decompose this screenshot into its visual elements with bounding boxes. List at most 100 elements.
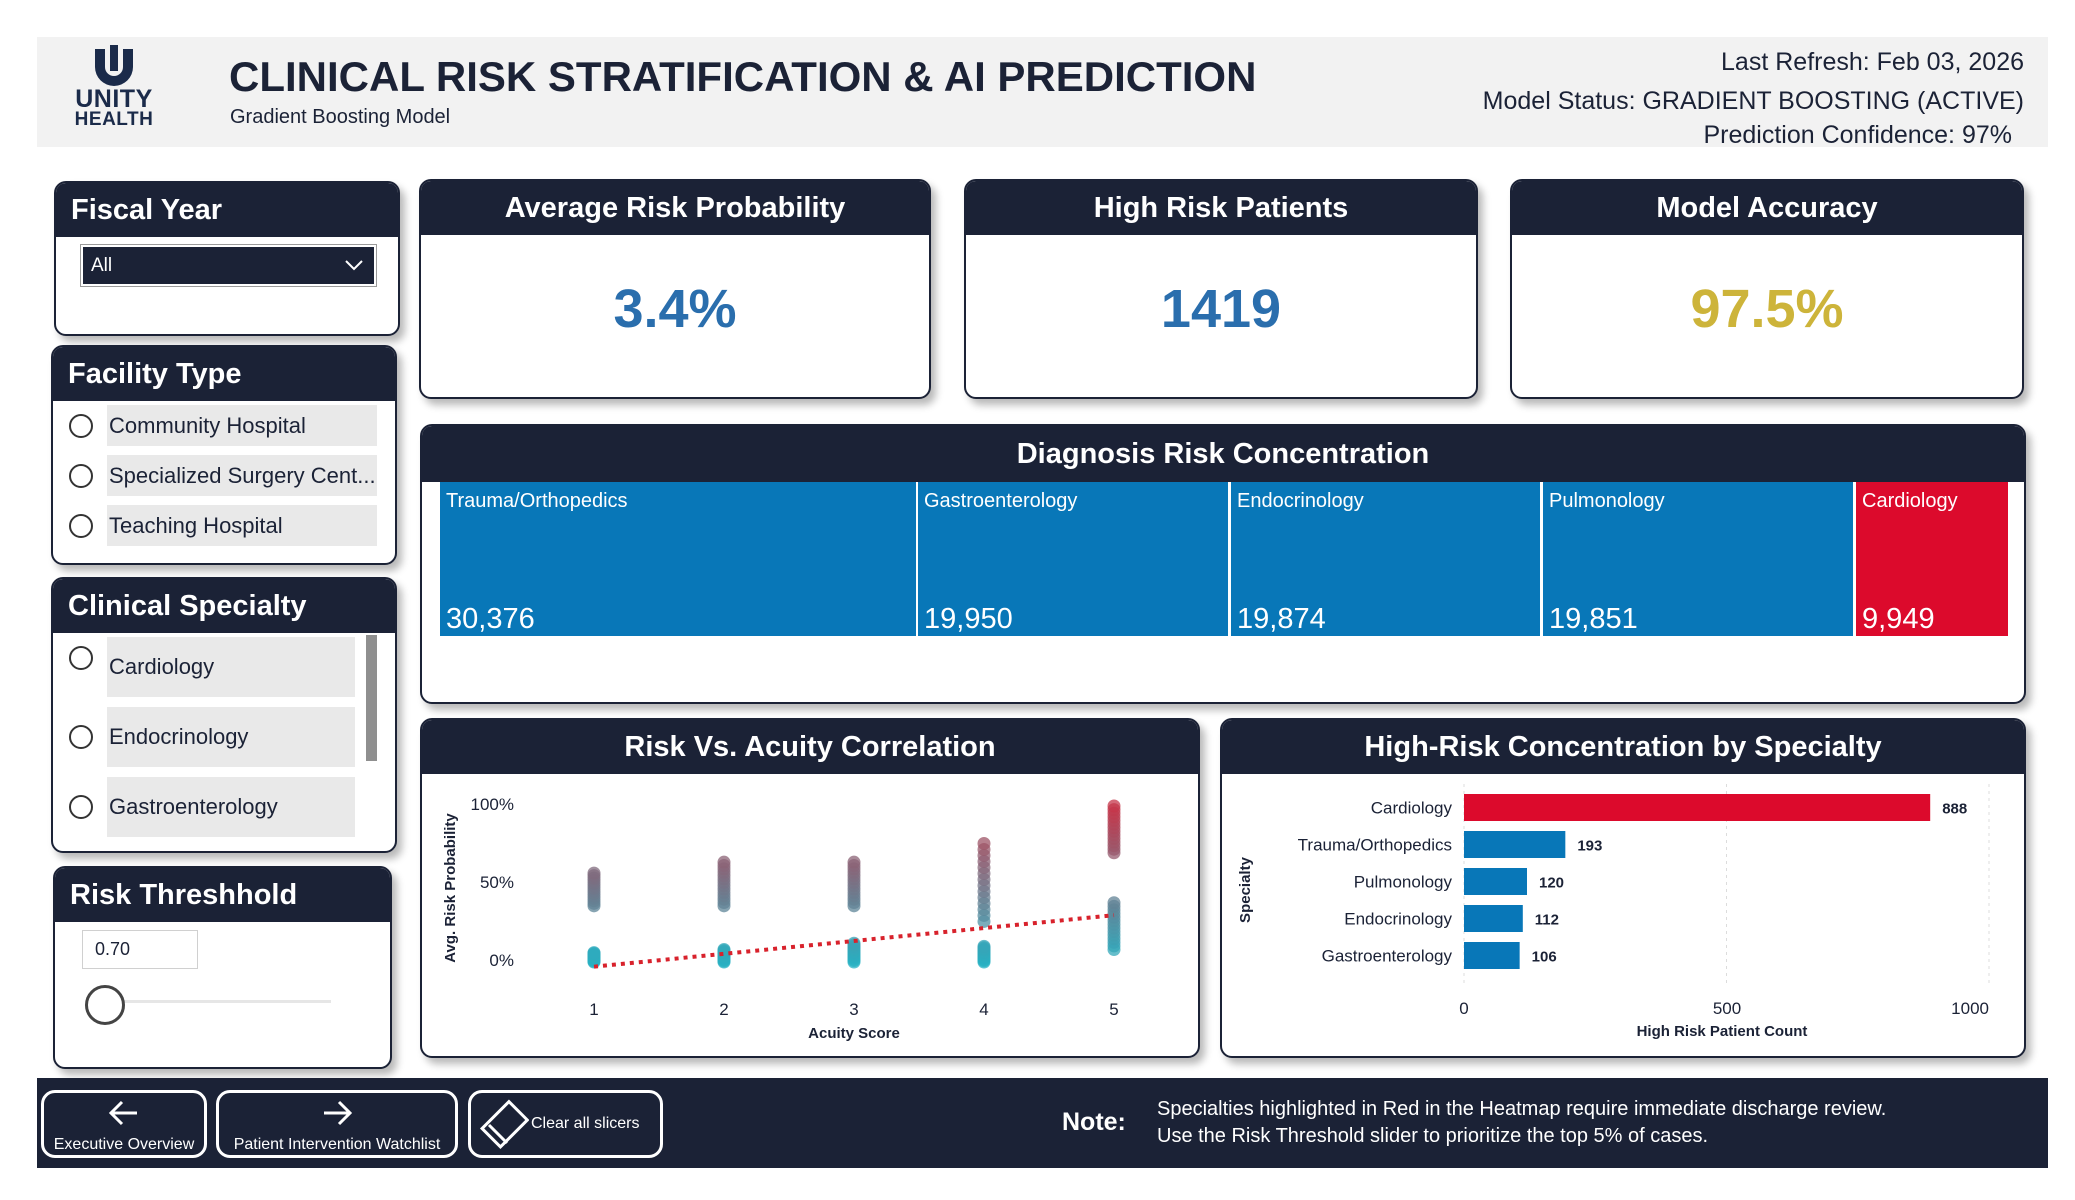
x-tick-label: 500 [1713,999,1741,1018]
category-label: Gastroenterology [1322,947,1453,966]
eraser-icon [479,1099,530,1156]
y-tick-label: 50% [480,873,514,892]
treemap-tile-pulmonology[interactable]: Pulmonology 19,851 [1541,482,1853,636]
slicer-facility-type: Facility Type Community Hospital Special… [51,345,397,565]
unity-health-logo: UNITY HEALTH [59,45,169,137]
radio-button[interactable] [69,795,93,819]
kpi-title: High Risk Patients [966,181,1476,235]
threshold-slider-track[interactable] [93,1000,331,1003]
kpi-high-risk-patients: High Risk Patients 1419 [964,179,1478,399]
specialty-option[interactable]: Gastroenterology [69,777,369,837]
slicer-clinical-specialty: Clinical Specialty Cardiology Endocrinol… [51,577,397,853]
tile-label: Endocrinology [1237,490,1364,512]
kpi-value: 1419 [1160,279,1282,339]
patient-intervention-watchlist-button[interactable]: Patient Intervention Watchlist [216,1090,458,1158]
bar-value-label: 106 [1532,949,1557,966]
clear-all-slicers-button[interactable]: Clear all slicers [468,1090,663,1158]
category-label: Cardiology [1371,799,1453,818]
executive-overview-button[interactable]: Executive Overview [41,1090,207,1158]
scatter-point[interactable] [977,836,991,850]
tile-value: 19,874 [1237,603,1326,635]
bar-value-label: 193 [1577,838,1602,855]
bar-marks: Cardiology 888 Trauma/Orthopedics 193 Pulmon… [1298,784,1990,986]
note-line: Use the Risk Threshold slider to priorit… [1157,1125,1708,1147]
treemap-tile-gastroenterology[interactable]: Gastroenterology 19,950 [916,482,1228,636]
scatter-point[interactable] [1107,799,1121,813]
bar-title: High-Risk Concentration by Specialty [1222,720,2024,774]
bar[interactable] [1464,794,1931,821]
radio-button[interactable] [69,464,93,488]
threshold-input[interactable]: 0.70 [82,930,198,969]
bar-high-risk-by-specialty: High-Risk Concentration by Specialty Spe… [1220,718,2026,1058]
slicer-title: Facility Type [53,347,395,401]
bar[interactable] [1464,942,1520,969]
treemap-title: Diagnosis Risk Concentration [422,426,2024,482]
radio-button[interactable] [69,514,93,538]
scatter-plot: Avg. Risk Probability Acuity Score 100% … [442,795,1121,1042]
slicer-title: Clinical Specialty [53,579,395,633]
facility-option[interactable]: Community Hospital [69,405,379,446]
option-label: Community Hospital [107,405,377,446]
kpi-value: 97.5% [1690,279,1844,339]
tile-label: Pulmonology [1549,490,1665,512]
logo-text-line1: UNITY [75,85,153,113]
logo-mark-icon [95,45,133,86]
bar[interactable] [1464,905,1523,932]
x-tick-label: 1 [589,1000,598,1019]
prediction-confidence: Prediction Confidence: 97% [1703,121,2012,149]
scatter-point[interactable] [977,939,991,953]
x-axis-label: Acuity Score [808,1025,900,1042]
trend-line [593,913,1115,969]
threshold-slider-handle[interactable] [85,985,125,1025]
kpi-model-accuracy: Model Accuracy 97.5% [1510,179,2024,399]
scatter-point[interactable] [717,855,731,869]
specialty-scrollbar[interactable] [366,635,377,761]
scatter-point[interactable] [587,866,601,880]
bar-chart: Specialty High Risk Patient Count 0 500 … [1237,784,1990,1040]
bar[interactable] [1464,831,1566,858]
scatter-point[interactable] [1107,896,1121,910]
radio-button[interactable] [69,725,93,749]
option-label: Cardiology [107,637,355,697]
kpi-value: 3.4% [613,279,737,339]
treemap-tile-trauma-orthopedics[interactable]: Trauma/Orthopedics 30,376 [440,482,933,636]
header-bar: UNITY HEALTH CLINICAL RISK STRATIFICATIO… [37,37,2048,149]
model-meta: Last Refresh: Feb 03, 2026 Model Status:… [1483,43,2024,149]
bar-value-label: 888 [1942,801,1967,818]
scatter-point[interactable] [587,946,601,960]
facility-option[interactable]: Specialized Surgery Cent... [69,455,379,496]
facility-option[interactable]: Teaching Hospital [69,505,379,546]
scatter-point[interactable] [847,855,861,869]
specialty-option[interactable]: Cardiology [69,637,369,697]
page-title: CLINICAL RISK STRATIFICATION & AI PREDIC… [229,53,1257,100]
fiscal-year-dropdown[interactable]: All [80,244,377,287]
x-tick-label: 3 [849,1000,858,1019]
model-status: Model Status: GRADIENT BOOSTING (ACTIVE) [1482,87,2024,115]
tile-label: Trauma/Orthopedics [446,490,628,512]
tile-value: 9,949 [1862,603,1935,635]
kpi-title: Average Risk Probability [421,181,929,235]
radio-button[interactable] [69,414,93,438]
option-label: Endocrinology [107,707,355,767]
x-tick-label: 0 [1459,999,1468,1018]
arrow-right-icon [219,1096,455,1136]
logo-text-line2: HEALTH [74,109,154,130]
option-label: Specialized Surgery Cent... [107,455,377,496]
radio-button[interactable] [69,646,93,670]
arrow-left-icon [44,1096,204,1136]
button-label: Patient Intervention Watchlist [233,1136,441,1153]
tile-label: Gastroenterology [924,490,1078,512]
slicer-title: Fiscal Year [56,183,398,237]
note-line: Specialties highlighted in Red in the He… [1157,1098,1887,1120]
slicer-fiscal-year: Fiscal Year All [54,181,400,336]
slicer-risk-threshold: Risk Threshhold 0.70 [53,866,392,1069]
note-label: Note: [1062,1108,1126,1136]
treemap-tile-endocrinology[interactable]: Endocrinology 19,874 [1229,482,1540,636]
y-axis-label: Avg. Risk Probability [442,813,459,963]
option-label: Gastroenterology [107,777,355,837]
treemap-tile-cardiology[interactable]: Cardiology 9,949 [1854,482,2008,636]
specialty-option[interactable]: Endocrinology [69,707,369,767]
bar[interactable] [1464,868,1527,895]
treemap-diagnosis-risk: Diagnosis Risk Concentration Trauma/Orth… [420,424,2026,704]
scatter-point[interactable] [847,936,861,950]
